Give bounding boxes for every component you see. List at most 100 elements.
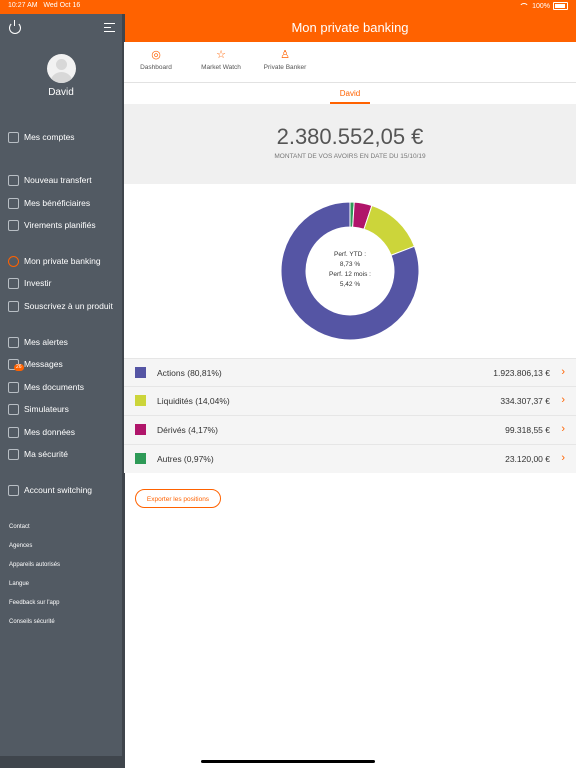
sidebar-item-label: Simulateurs (24, 404, 69, 414)
sidebar-item-label: Account switching (24, 485, 93, 495)
tab-private-banker[interactable]: ♙ Private Banker (263, 49, 307, 71)
perf-ytd-label: Perf. YTD : (333, 251, 367, 258)
sidebar-item-nouveau-transfert[interactable]: Nouveau transfert (8, 173, 122, 187)
home-indicator[interactable] (201, 760, 375, 763)
donut-slice-liquidites (363, 204, 416, 256)
user-icon (8, 426, 19, 438)
asset-value: 23.120,00 € (505, 454, 550, 464)
tab-market-watch[interactable]: ☆ Market Watch (201, 49, 241, 71)
document-icon (8, 381, 19, 393)
sidebar-item-label: Ma sécurité (24, 449, 68, 459)
allocation-chart-area: Perf. YTD : 8,73 % Perf. 12 mois : 5,42 … (124, 184, 576, 358)
chevron-right-icon: › (561, 394, 565, 406)
sidebar-item-simulateurs[interactable]: Simulateurs (8, 402, 122, 416)
asset-name: Autres (0,97%) (157, 454, 214, 464)
user-name: David (48, 87, 74, 98)
dashboard-icon: ◎ (151, 49, 161, 61)
battery-label: 100% (532, 2, 550, 10)
asset-value: 99.318,55 € (505, 425, 550, 435)
sidebar-item-mes-beneficiaires[interactable]: Mes bénéficiaires (8, 196, 122, 210)
perf-12m-label: Perf. 12 mois : (329, 271, 371, 278)
footer-link-contact[interactable]: Contact (9, 524, 30, 530)
footer-link-appareils[interactable]: Appareils autorisés (9, 562, 61, 568)
total-amount: 2.380.552,05 € (276, 124, 424, 149)
grid-icon (8, 300, 19, 312)
asset-name: Liquidités (14,04%) (157, 396, 230, 406)
sidebar-item-label: Mes bénéficiaires (24, 198, 91, 208)
footer-link-feedback[interactable]: Feedback sur l'app (9, 600, 60, 606)
sidebar-item-mes-comptes[interactable]: Mes comptes (8, 130, 122, 144)
clock-icon (8, 219, 19, 231)
portfolio-summary: 2.380.552,05 € MONTANT DE VOS AVOIRS EN … (124, 104, 576, 184)
asset-value: 334.307,37 € (500, 396, 550, 406)
bell-icon (8, 336, 19, 348)
asset-name: Dérivés (4,17%) (157, 425, 218, 435)
sidebar-item-account-switching[interactable]: Account switching (8, 483, 122, 497)
sidebar-item-label: Investir (24, 278, 52, 288)
transfer-icon (8, 174, 19, 186)
sidebar-item-ma-securite[interactable]: Ma sécurité (8, 447, 122, 461)
status-time: 10:27 AM Wed Oct 16 (8, 2, 81, 9)
footer-link-conseils[interactable]: Conseils sécurité (9, 619, 55, 625)
sidebar-item-mes-alertes[interactable]: Mes alertes (8, 335, 122, 349)
chevron-right-icon: › (561, 366, 565, 378)
wallet-icon (8, 131, 19, 143)
private-banking-icon (8, 255, 19, 267)
wifi-icon (519, 2, 530, 10)
performance-summary: Perf. YTD : 8,73 % Perf. 12 mois : 5,42 … (318, 250, 382, 290)
menu-collapse-icon[interactable] (104, 23, 115, 33)
asset-color-swatch (135, 395, 146, 406)
perf-ytd-value: 8,73 % (339, 261, 361, 268)
sidebar-item-mes-donnees[interactable]: Mes données (8, 425, 122, 439)
chevron-right-icon: › (561, 452, 565, 464)
asset-color-swatch (135, 453, 146, 464)
asset-color-swatch (135, 424, 146, 435)
sidebar-item-mon-private-banking[interactable]: Mon private banking (8, 254, 122, 268)
sidebar-item-label: Messages (24, 359, 63, 369)
asset-value: 1.923.806,13 € (493, 368, 550, 378)
switch-icon (8, 484, 19, 496)
star-icon: ☆ (216, 49, 226, 61)
avatar (47, 54, 76, 83)
unread-badge: 26 (14, 364, 24, 371)
tab-bar: ◎ Dashboard ☆ Market Watch ♙ Private Banker (124, 42, 576, 83)
wrench-icon (8, 403, 19, 415)
asset-row[interactable]: Liquidités (14,04%) 334.307,37 € › (124, 386, 576, 415)
power-icon[interactable] (9, 20, 21, 34)
export-positions-button[interactable]: Exporter les positions (135, 489, 221, 508)
amount-caption: MONTANT DE VOS AVOIRS EN DATE DU 15/10/1… (274, 153, 426, 160)
sidebar-item-label: Mes alertes (24, 337, 68, 347)
sidebar-item-label: Souscrivez à un produit (24, 301, 113, 311)
perf-12m-value: 5,42 % (339, 281, 361, 288)
sidebar-item-mes-documents[interactable]: Mes documents (8, 380, 122, 394)
sidebar: David Mes comptes Nouveau transfert Mes bé… (0, 14, 122, 756)
sidebar-item-label: Mes données (24, 427, 76, 437)
asset-row[interactable]: Actions (80,81%) 1.923.806,13 € › (124, 358, 576, 387)
sidebar-item-label: Mes comptes (24, 132, 75, 142)
trend-icon (8, 277, 19, 289)
asset-color-swatch (135, 367, 146, 378)
sidebar-item-messages[interactable]: Messages 26 (8, 357, 122, 371)
sidebar-divider (122, 14, 125, 756)
asset-name: Actions (80,81%) (157, 368, 222, 378)
allocation-donut-chart (280, 201, 420, 341)
active-tab-indicator (330, 102, 370, 104)
footer-link-agences[interactable]: Agences (9, 543, 33, 549)
sidebar-item-souscrivez-a-un-produit[interactable]: Souscrivez à un produit (8, 299, 122, 313)
page-title: Mon private banking (291, 20, 409, 35)
sidebar-item-virements-planifies[interactable]: Virements planifiés (8, 218, 122, 232)
asset-row[interactable]: Autres (0,97%) 23.120,00 € › (124, 444, 576, 473)
asset-row[interactable]: Dérivés (4,17%) 99.318,55 € › (124, 415, 576, 444)
profile-tab-david[interactable]: David (339, 89, 361, 98)
donut-slice-actions (280, 201, 420, 341)
footer-link-langue[interactable]: Langue (9, 581, 30, 587)
sidebar-item-label: Mes documents (24, 382, 84, 392)
shield-icon (8, 448, 19, 460)
sidebar-item-label: Nouveau transfert (24, 175, 92, 185)
contacts-icon (8, 197, 19, 209)
chevron-right-icon: › (561, 423, 565, 435)
tab-dashboard[interactable]: ◎ Dashboard (140, 49, 172, 71)
battery-icon (553, 2, 568, 10)
sidebar-item-investir[interactable]: Investir (8, 276, 122, 290)
sidebar-item-label: Mon private banking (24, 256, 101, 266)
